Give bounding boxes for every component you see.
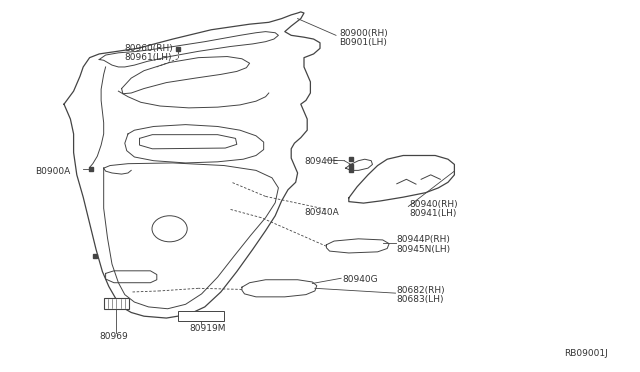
Text: RB09001J: RB09001J [564, 349, 608, 358]
Bar [178, 311, 224, 321]
Text: 80945N(LH): 80945N(LH) [397, 245, 451, 254]
Text: 80961(LH): 80961(LH) [125, 53, 172, 62]
Text: 80944P(RH): 80944P(RH) [397, 235, 451, 244]
Text: 80940(RH): 80940(RH) [410, 200, 458, 209]
Text: 80919M: 80919M [189, 324, 227, 333]
Text: 80940A: 80940A [304, 208, 339, 217]
Text: 80960(RH): 80960(RH) [125, 44, 173, 53]
Text: B0900A: B0900A [35, 167, 70, 176]
Text: 80940E: 80940E [304, 157, 339, 166]
Bar [104, 298, 129, 309]
Text: B0901(LH): B0901(LH) [339, 38, 387, 47]
Text: 80900(RH): 80900(RH) [339, 29, 388, 38]
Text: 80969: 80969 [100, 332, 128, 341]
Text: 80941(LH): 80941(LH) [410, 209, 457, 218]
Text: 80683(LH): 80683(LH) [397, 295, 444, 304]
Text: 80682(RH): 80682(RH) [397, 286, 445, 295]
Text: 80940G: 80940G [342, 275, 378, 283]
